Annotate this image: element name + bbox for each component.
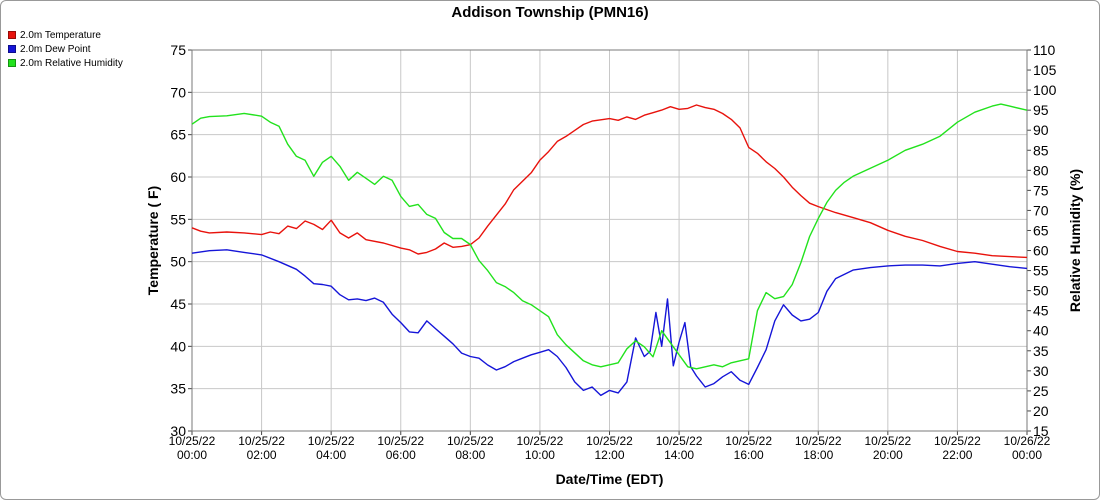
x-tick-label-time: 20:00 — [873, 448, 903, 462]
y2-tick-label: 70 — [1033, 202, 1049, 218]
legend-item-temperature: 2.0m Temperature — [8, 28, 123, 42]
x-tick-label-time: 08:00 — [455, 448, 485, 462]
y2-tick-label: 90 — [1033, 122, 1049, 138]
y-tick-label: 30 — [170, 423, 186, 439]
x-tick-label-time: 06:00 — [386, 448, 416, 462]
y2-axis-title: Relative Humidity (%) — [1067, 169, 1083, 312]
x-tick-label-date: 10/25/22 — [725, 434, 772, 448]
x-tick-label-date: 10/25/22 — [377, 434, 424, 448]
x-tick-label-time: 18:00 — [803, 448, 833, 462]
y2-tick-label: 110 — [1033, 42, 1056, 58]
y-axis-title: Temperature ( F) — [145, 186, 161, 295]
y2-tick-label: 45 — [1033, 303, 1049, 319]
legend-swatch-relative-humidity — [8, 59, 16, 67]
y2-tick-label: 50 — [1033, 283, 1049, 299]
x-tick-label-time: 00:00 — [177, 448, 207, 462]
y2-tick-label: 60 — [1033, 243, 1049, 259]
y2-tick-label: 25 — [1033, 383, 1049, 399]
x-axis-title: Date/Time (EDT) — [556, 471, 664, 487]
x-tick-label-date: 10/25/22 — [586, 434, 633, 448]
x-tick-label-time: 16:00 — [734, 448, 764, 462]
x-tick-label-date: 10/25/22 — [864, 434, 911, 448]
x-tick-label-date: 10/25/22 — [308, 434, 355, 448]
y2-tick-label: 65 — [1033, 222, 1049, 238]
x-tick-label-date: 10/25/22 — [656, 434, 703, 448]
y2-tick-label: 55 — [1033, 263, 1049, 279]
legend-item-dew-point: 2.0m Dew Point — [8, 42, 123, 56]
dew-point-line — [191, 249, 1028, 397]
y2-tick-label: 30 — [1033, 363, 1049, 379]
y2-tick-label: 85 — [1033, 142, 1049, 158]
y2-tick-label: 20 — [1033, 403, 1049, 419]
y-tick-label: 70 — [170, 84, 186, 100]
legend-swatch-dew-point — [8, 45, 16, 53]
legend-label-temperature: 2.0m Temperature — [20, 29, 101, 41]
x-tick-label-date: 10/26/22 — [1004, 434, 1051, 448]
x-tick-label-time: 14:00 — [664, 448, 694, 462]
legend-label-dew-point: 2.0m Dew Point — [20, 43, 91, 55]
y-tick-label: 60 — [170, 169, 186, 185]
y-tick-label: 75 — [170, 42, 186, 58]
temperature-line — [191, 104, 1028, 259]
y2-tick-label: 15 — [1033, 423, 1049, 439]
legend-item-relative-humidity: 2.0m Relative Humidity — [8, 56, 123, 70]
y2-tick-label: 100 — [1033, 82, 1057, 98]
x-tick-label-time: 04:00 — [316, 448, 346, 462]
y2-tick-label: 105 — [1033, 62, 1057, 78]
x-tick-label-date: 10/25/22 — [238, 434, 285, 448]
chart-title: Addison Township (PMN16) — [451, 4, 649, 21]
y2-tick-label: 40 — [1033, 323, 1049, 339]
y-tick-label: 35 — [170, 381, 186, 397]
y-tick-label: 50 — [170, 254, 186, 270]
x-tick-label-time: 02:00 — [247, 448, 277, 462]
y-tick-label: 55 — [170, 211, 186, 227]
x-tick-label-time: 22:00 — [942, 448, 972, 462]
x-tick-label-date: 10/25/22 — [934, 434, 981, 448]
y2-tick-label: 75 — [1033, 182, 1049, 198]
x-tick-label-time: 10:00 — [525, 448, 555, 462]
y-tick-label: 40 — [170, 338, 186, 354]
relative-humidity-line — [191, 103, 1028, 370]
y2-tick-label: 35 — [1033, 343, 1049, 359]
x-tick-label-date: 10/25/22 — [795, 434, 842, 448]
legend-label-relative-humidity: 2.0m Relative Humidity — [20, 57, 123, 69]
y2-tick-label: 80 — [1033, 162, 1049, 178]
y-tick-label: 45 — [170, 296, 186, 312]
x-tick-label-time: 00:00 — [1012, 448, 1042, 462]
x-tick-label-date: 10/25/22 — [169, 434, 216, 448]
x-tick-label-time: 12:00 — [594, 448, 624, 462]
legend-swatch-temperature — [8, 31, 16, 39]
plot-border — [191, 49, 1028, 432]
y2-tick-label: 95 — [1033, 102, 1049, 118]
y-tick-label: 65 — [170, 127, 186, 143]
x-tick-label-date: 10/25/22 — [517, 434, 564, 448]
legend: 2.0m Temperature 2.0m Dew Point 2.0m Rel… — [8, 28, 123, 70]
x-tick-label-date: 10/25/22 — [447, 434, 494, 448]
